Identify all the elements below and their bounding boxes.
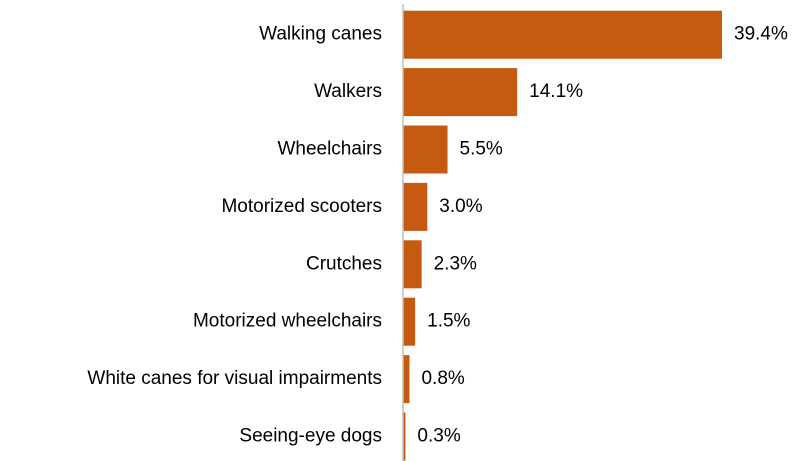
- bar: [403, 297, 416, 346]
- value-label: 3.0%: [439, 196, 482, 217]
- value-label: 0.3%: [417, 426, 460, 447]
- category-label: Seeing-eye dogs: [239, 426, 382, 447]
- category-label: Crutches: [306, 253, 382, 274]
- bar: [403, 68, 518, 117]
- bar: [403, 125, 448, 174]
- category-label: Motorized wheelchairs: [193, 311, 382, 332]
- bar: [403, 412, 406, 461]
- value-label: 2.3%: [434, 253, 477, 274]
- category-label: White canes for visual impairments: [87, 368, 382, 389]
- bar: [403, 10, 722, 59]
- value-label: 1.5%: [427, 311, 470, 332]
- value-label: 0.8%: [421, 368, 464, 389]
- value-label: 39.4%: [734, 24, 788, 45]
- category-label: Walkers: [314, 81, 382, 102]
- bar: [403, 240, 422, 289]
- bar: [403, 182, 428, 231]
- category-label: Wheelchairs: [277, 139, 382, 160]
- category-label: Walking canes: [259, 24, 382, 45]
- category-label: Motorized scooters: [221, 196, 382, 217]
- value-label: 5.5%: [460, 139, 503, 160]
- bar: [403, 355, 410, 404]
- value-label: 14.1%: [529, 81, 583, 102]
